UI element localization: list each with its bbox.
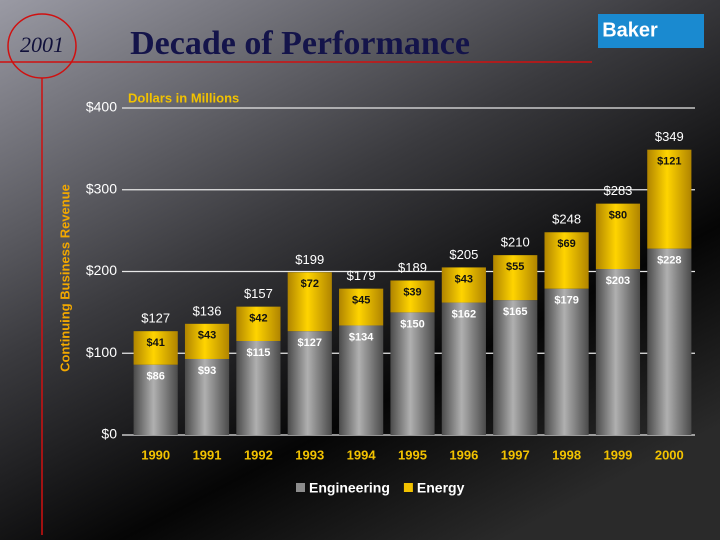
data-label: $45: [352, 295, 370, 307]
data-label: $80: [609, 210, 627, 222]
data-label: $179: [554, 295, 578, 307]
bar-segment: [441, 267, 486, 303]
total-label: $189: [398, 260, 427, 275]
data-label: $121: [657, 156, 681, 168]
data-label: $39: [403, 286, 421, 298]
data-label: $43: [455, 273, 473, 285]
x-tick-label: 1990: [141, 447, 170, 462]
x-tick-label: 1999: [603, 447, 632, 462]
bar-segment: [647, 248, 692, 435]
bar-segment: [595, 269, 641, 435]
total-label: $157: [244, 286, 273, 301]
x-tick-label: 1992: [244, 447, 273, 462]
data-label: $41: [147, 337, 165, 349]
legend-swatch: [403, 483, 413, 492]
bar-segment: [647, 149, 692, 249]
y-tick-label: $200: [86, 262, 117, 278]
data-label: $127: [298, 337, 322, 349]
bar-segment: [133, 331, 178, 365]
data-label: $134: [349, 331, 374, 343]
legend-label: Engineering: [309, 480, 390, 496]
x-tick-label: 1996: [449, 447, 478, 462]
data-label: $42: [249, 313, 267, 325]
bar-segment: [493, 300, 538, 435]
x-tick-label: 2000: [655, 447, 684, 462]
bar-segment: [133, 364, 178, 435]
data-label: $162: [452, 308, 476, 320]
data-label: $86: [147, 371, 165, 383]
x-tick-label: 1993: [295, 447, 324, 462]
data-label: $203: [606, 275, 630, 287]
y-tick-label: $0: [101, 426, 117, 442]
x-tick-label: 1997: [501, 447, 530, 462]
total-label: $349: [655, 129, 684, 144]
data-label: $115: [246, 347, 270, 359]
data-label: $165: [503, 306, 527, 318]
logo-box: [598, 14, 704, 48]
bar-segment: [236, 340, 281, 435]
bar-segment: [544, 232, 589, 289]
bar-segment: [493, 255, 538, 301]
total-label: $205: [449, 247, 478, 262]
x-tick-label: 1995: [398, 447, 427, 462]
x-tick-label: 1994: [347, 447, 377, 462]
data-label: $150: [400, 318, 424, 330]
bar-segment: [544, 288, 589, 435]
total-label: $283: [603, 183, 632, 198]
bar-segment: [287, 272, 332, 332]
data-label: $228: [657, 255, 681, 267]
bar-segment: [287, 331, 332, 435]
legend-label: Energy: [417, 480, 465, 496]
total-label: $248: [552, 212, 581, 227]
subtitle: Dollars in Millions: [128, 90, 239, 105]
y-tick-label: $400: [86, 99, 117, 115]
data-label: $93: [198, 365, 216, 377]
total-label: $179: [347, 268, 376, 283]
x-tick-label: 1998: [552, 447, 581, 462]
bar-segment: [184, 323, 230, 359]
data-label: $69: [557, 238, 575, 250]
year-badge: 2001: [20, 32, 64, 57]
y-tick-label: $100: [86, 344, 117, 360]
bar-segment: [339, 325, 384, 435]
x-tick-label: 1991: [193, 447, 222, 462]
bar-segment: [595, 203, 641, 270]
total-label: $210: [501, 235, 530, 250]
data-label: $72: [301, 278, 319, 290]
data-label: $55: [506, 261, 524, 273]
bar-segment: [339, 288, 384, 326]
y-axis-label: Continuing Business Revenue: [57, 184, 72, 372]
bar-segment: [441, 302, 486, 435]
data-label: $43: [198, 330, 216, 342]
bar-segment: [390, 280, 435, 313]
bar-segment: [236, 306, 281, 341]
chart-title: Decade of Performance: [130, 25, 470, 62]
legend-swatch: [296, 483, 305, 492]
bar-segment: [390, 312, 435, 435]
total-label: $127: [141, 311, 170, 326]
bar-segment: [184, 358, 230, 435]
logo: Baker: [602, 19, 658, 41]
y-tick-label: $300: [86, 180, 117, 196]
total-label: $199: [295, 252, 324, 267]
total-label: $136: [193, 303, 222, 318]
